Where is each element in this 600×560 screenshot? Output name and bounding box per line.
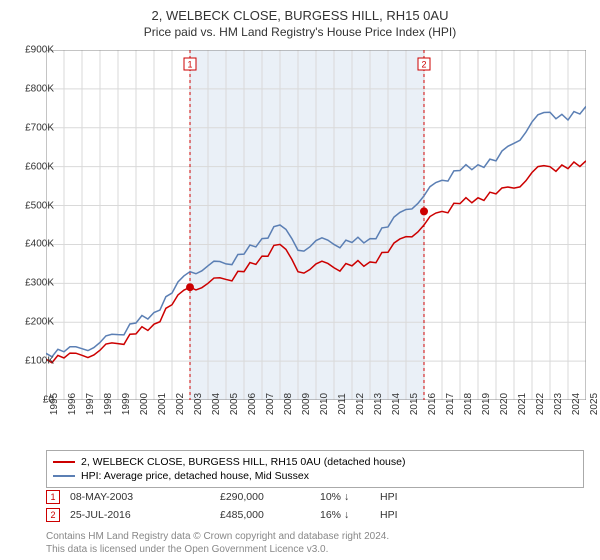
x-tick-label: 2011 [337,393,348,415]
legend-swatch-price [53,461,75,463]
x-tick-label: 2014 [391,393,402,415]
marker-badge-1: 1 [46,490,60,504]
x-tick-label: 2002 [175,393,186,415]
y-tick-label: £600K [14,161,54,172]
x-tick-label: 2008 [283,393,294,415]
x-tick-label: 1996 [67,393,78,415]
footer-line-1: Contains HM Land Registry data © Crown c… [46,530,389,543]
x-tick-label: 2018 [463,393,474,415]
transaction-row-2: 2 25-JUL-2016 £485,000 16% ↓ HPI [46,508,584,522]
x-tick-label: 2013 [373,393,384,415]
x-tick-label: 2023 [553,393,564,415]
legend-row-hpi: HPI: Average price, detached house, Mid … [53,469,577,483]
marker-badge-2: 2 [46,508,60,522]
legend-label-price: 2, WELBECK CLOSE, BURGESS HILL, RH15 0AU… [81,456,405,468]
transaction-date-2: 25-JUL-2016 [70,509,220,521]
x-tick-label: 2012 [355,393,366,415]
legend-label-hpi: HPI: Average price, detached house, Mid … [81,470,309,482]
chart-title: 2, WELBECK CLOSE, BURGESS HILL, RH15 0AU [0,0,600,23]
transaction-hpi-1: HPI [380,491,398,503]
x-tick-label: 1999 [121,393,132,415]
x-tick-label: 2020 [499,393,510,415]
y-tick-label: £0 [14,395,54,406]
x-tick-label: 2006 [247,393,258,415]
y-tick-label: £100K [14,356,54,367]
transaction-hpi-2: HPI [380,509,398,521]
y-tick-label: £200K [14,317,54,328]
x-tick-label: 2024 [571,393,582,415]
x-tick-label: 1997 [85,393,96,415]
x-tick-label: 2009 [301,393,312,415]
y-tick-label: £300K [14,278,54,289]
transaction-price-1: £290,000 [220,491,320,503]
x-tick-label: 2003 [193,393,204,415]
legend: 2, WELBECK CLOSE, BURGESS HILL, RH15 0AU… [46,450,584,488]
transaction-row-1: 1 08-MAY-2003 £290,000 10% ↓ HPI [46,490,584,504]
x-tick-label: 2001 [157,393,168,415]
x-tick-label: 2010 [319,393,330,415]
transaction-pct-2: 16% ↓ [320,509,380,521]
x-tick-label: 2022 [535,393,546,415]
chart-subtitle: Price paid vs. HM Land Registry's House … [0,23,600,45]
transaction-price-2: £485,000 [220,509,320,521]
plot-area: 12 [46,50,586,400]
x-tick-label: 1998 [103,393,114,415]
y-tick-label: £900K [14,45,54,56]
x-tick-label: 2015 [409,393,420,415]
y-tick-label: £400K [14,239,54,250]
y-tick-label: £500K [14,200,54,211]
footer-line-2: This data is licensed under the Open Gov… [46,543,328,556]
x-tick-label: 2000 [139,393,150,415]
svg-text:2: 2 [421,60,426,70]
x-tick-label: 2005 [229,393,240,415]
x-tick-label: 2017 [445,393,456,415]
y-tick-label: £700K [14,122,54,133]
x-tick-label: 2016 [427,393,438,415]
svg-text:1: 1 [187,60,192,70]
x-tick-label: 2025 [589,393,600,415]
legend-swatch-hpi [53,475,75,477]
y-tick-label: £800K [14,83,54,94]
x-tick-label: 1995 [49,393,60,415]
x-tick-label: 2019 [481,393,492,415]
legend-row-price: 2, WELBECK CLOSE, BURGESS HILL, RH15 0AU… [53,455,577,469]
transaction-pct-1: 10% ↓ [320,491,380,503]
x-tick-label: 2007 [265,393,276,415]
x-tick-label: 2021 [517,393,528,415]
transaction-date-1: 08-MAY-2003 [70,491,220,503]
x-tick-label: 2004 [211,393,222,415]
